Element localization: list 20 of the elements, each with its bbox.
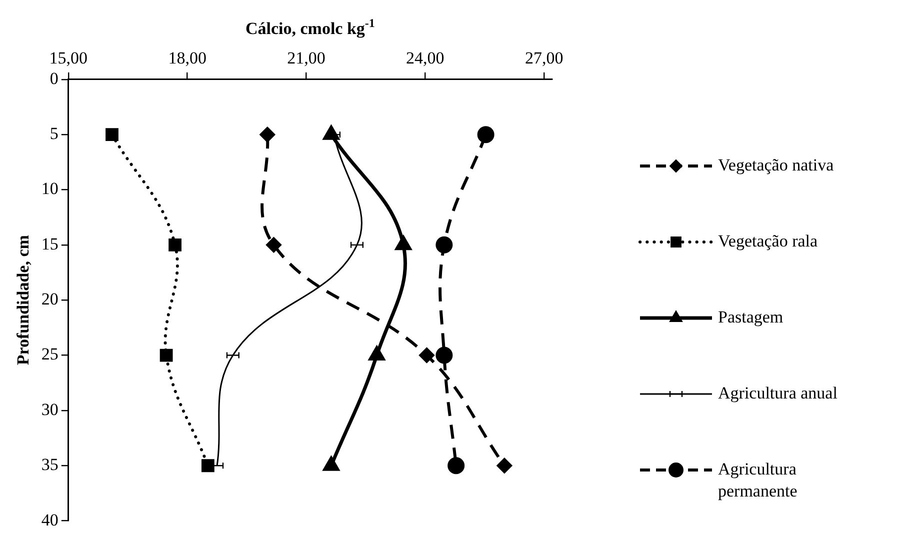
legend-label: Agricultura anual bbox=[718, 383, 838, 402]
y-axis-title: Profundidade, cm bbox=[14, 235, 33, 366]
y-tick-label: 15 bbox=[41, 234, 58, 254]
x-tick-label: 15,00 bbox=[49, 48, 88, 68]
y-tick-label: 0 bbox=[50, 68, 58, 88]
y-tick-label: 20 bbox=[41, 290, 58, 309]
x-tick-label: 24,00 bbox=[406, 48, 444, 68]
legend-label: Vegetação rala bbox=[718, 231, 818, 250]
y-tick-label: 35 bbox=[41, 455, 58, 474]
y-tick-label: 25 bbox=[41, 344, 58, 364]
x-tick-label: 27,00 bbox=[524, 48, 564, 68]
y-tick-label: 30 bbox=[41, 400, 58, 419]
x-tick-label: 21,00 bbox=[287, 48, 326, 68]
legend-label: Vegetação nativa bbox=[718, 155, 834, 174]
legend-label: Agricultura permanente bbox=[718, 459, 798, 500]
x-tick-label: 18,00 bbox=[168, 48, 206, 68]
y-tick-label: 40 bbox=[41, 510, 58, 530]
y-tick-label: 5 bbox=[50, 124, 58, 144]
legend-label: Pastagem bbox=[718, 307, 784, 326]
y-tick-label: 10 bbox=[41, 179, 58, 198]
